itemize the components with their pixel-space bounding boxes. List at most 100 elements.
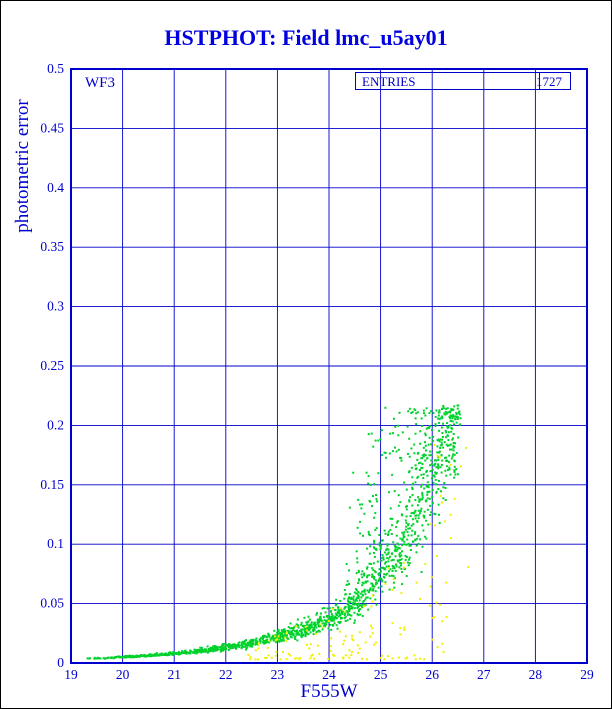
data-point [384, 581, 387, 584]
data-point [205, 650, 208, 653]
data-point [410, 412, 413, 415]
data-point [320, 619, 323, 622]
data-point [411, 529, 414, 532]
data-point [337, 615, 340, 618]
data-point [353, 591, 356, 594]
data-point [452, 449, 455, 452]
data-point [344, 612, 347, 615]
data-point [391, 450, 394, 453]
data-point [428, 497, 431, 500]
data-point [400, 592, 403, 595]
data-point [417, 534, 420, 537]
data-point [318, 619, 321, 622]
data-point [401, 550, 404, 553]
data-point [345, 563, 348, 566]
data-point [216, 648, 219, 651]
data-point [342, 643, 345, 646]
data-point [390, 559, 393, 562]
data-point [245, 647, 248, 650]
data-point [284, 636, 287, 639]
data-point [372, 546, 375, 549]
data-point [430, 443, 433, 446]
data-point [332, 624, 335, 627]
data-point [428, 490, 431, 493]
data-point [307, 633, 310, 636]
data-point [416, 476, 419, 479]
data-point [274, 634, 277, 637]
data-point [274, 641, 277, 644]
data-point [446, 407, 449, 410]
data-point [184, 649, 187, 652]
data-point [366, 547, 369, 550]
data-point [302, 624, 305, 627]
data-point [356, 604, 359, 607]
data-point [397, 543, 400, 546]
data-point [280, 639, 283, 642]
data-point [248, 642, 251, 645]
data-point [374, 493, 377, 496]
data-point [200, 647, 203, 650]
data-point [310, 625, 313, 628]
data-point [289, 654, 292, 657]
data-point [391, 657, 394, 660]
data-point [328, 615, 331, 618]
data-point [177, 652, 180, 655]
data-point [435, 490, 438, 493]
data-point [371, 505, 374, 508]
data-point [414, 658, 417, 661]
data-point [359, 613, 362, 616]
data-point [424, 434, 427, 437]
data-point [304, 628, 307, 631]
data-point [392, 565, 395, 568]
data-point [398, 411, 401, 414]
data-point [435, 459, 438, 462]
data-point [428, 425, 431, 428]
data-point [385, 548, 388, 551]
data-point [145, 654, 148, 657]
data-point [305, 631, 308, 634]
data-point [361, 584, 364, 587]
data-point [404, 554, 407, 557]
data-point [384, 582, 387, 585]
data-point [405, 525, 408, 528]
data-point [458, 413, 461, 416]
data-point [348, 613, 351, 616]
data-point [412, 523, 415, 526]
data-point [349, 605, 352, 608]
data-point [357, 498, 360, 501]
data-point [433, 512, 436, 515]
data-point [390, 532, 393, 535]
data-point [374, 512, 377, 515]
data-point [455, 411, 458, 414]
data-point [282, 631, 285, 634]
data-point [149, 653, 152, 656]
data-point [371, 584, 374, 587]
data-point [258, 641, 261, 644]
data-point [445, 474, 448, 477]
data-point [417, 475, 420, 478]
data-point [452, 441, 455, 444]
data-point [450, 457, 453, 460]
data-point [369, 545, 372, 548]
data-point [393, 549, 396, 552]
data-point [300, 631, 303, 634]
data-point [372, 569, 375, 572]
data-point [344, 615, 347, 618]
data-point [442, 651, 445, 654]
data-point [323, 624, 326, 627]
data-point [136, 654, 139, 657]
data-point [364, 641, 367, 644]
data-point [237, 644, 240, 647]
data-point [431, 617, 434, 620]
data-point [309, 643, 312, 646]
data-point [438, 421, 441, 424]
y-tick-label: 0.3 [47, 299, 64, 314]
data-point [444, 456, 447, 459]
data-point [356, 613, 359, 616]
data-point [412, 540, 415, 543]
data-point [407, 564, 410, 567]
data-point [449, 417, 452, 420]
data-point [453, 497, 456, 500]
data-point [387, 491, 390, 494]
data-point [306, 621, 309, 624]
